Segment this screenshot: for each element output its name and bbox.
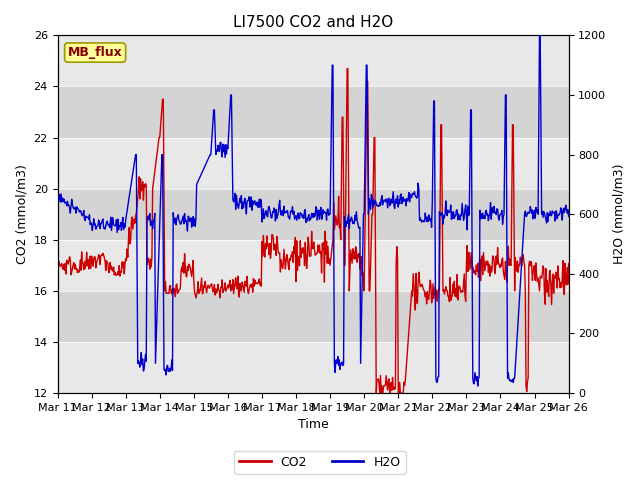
Title: LI7500 CO2 and H2O: LI7500 CO2 and H2O <box>233 15 393 30</box>
X-axis label: Time: Time <box>298 419 328 432</box>
Bar <box>58 138 568 189</box>
Bar <box>58 291 568 342</box>
Y-axis label: CO2 (mmol/m3): CO2 (mmol/m3) <box>15 164 28 264</box>
Text: MB_flux: MB_flux <box>68 46 122 59</box>
Bar <box>58 342 568 393</box>
Bar <box>58 189 568 240</box>
Legend: CO2, H2O: CO2, H2O <box>234 451 406 474</box>
Y-axis label: H2O (mmol/m3): H2O (mmol/m3) <box>612 164 625 264</box>
Bar <box>58 240 568 291</box>
Bar <box>58 36 568 86</box>
Bar <box>58 86 568 138</box>
